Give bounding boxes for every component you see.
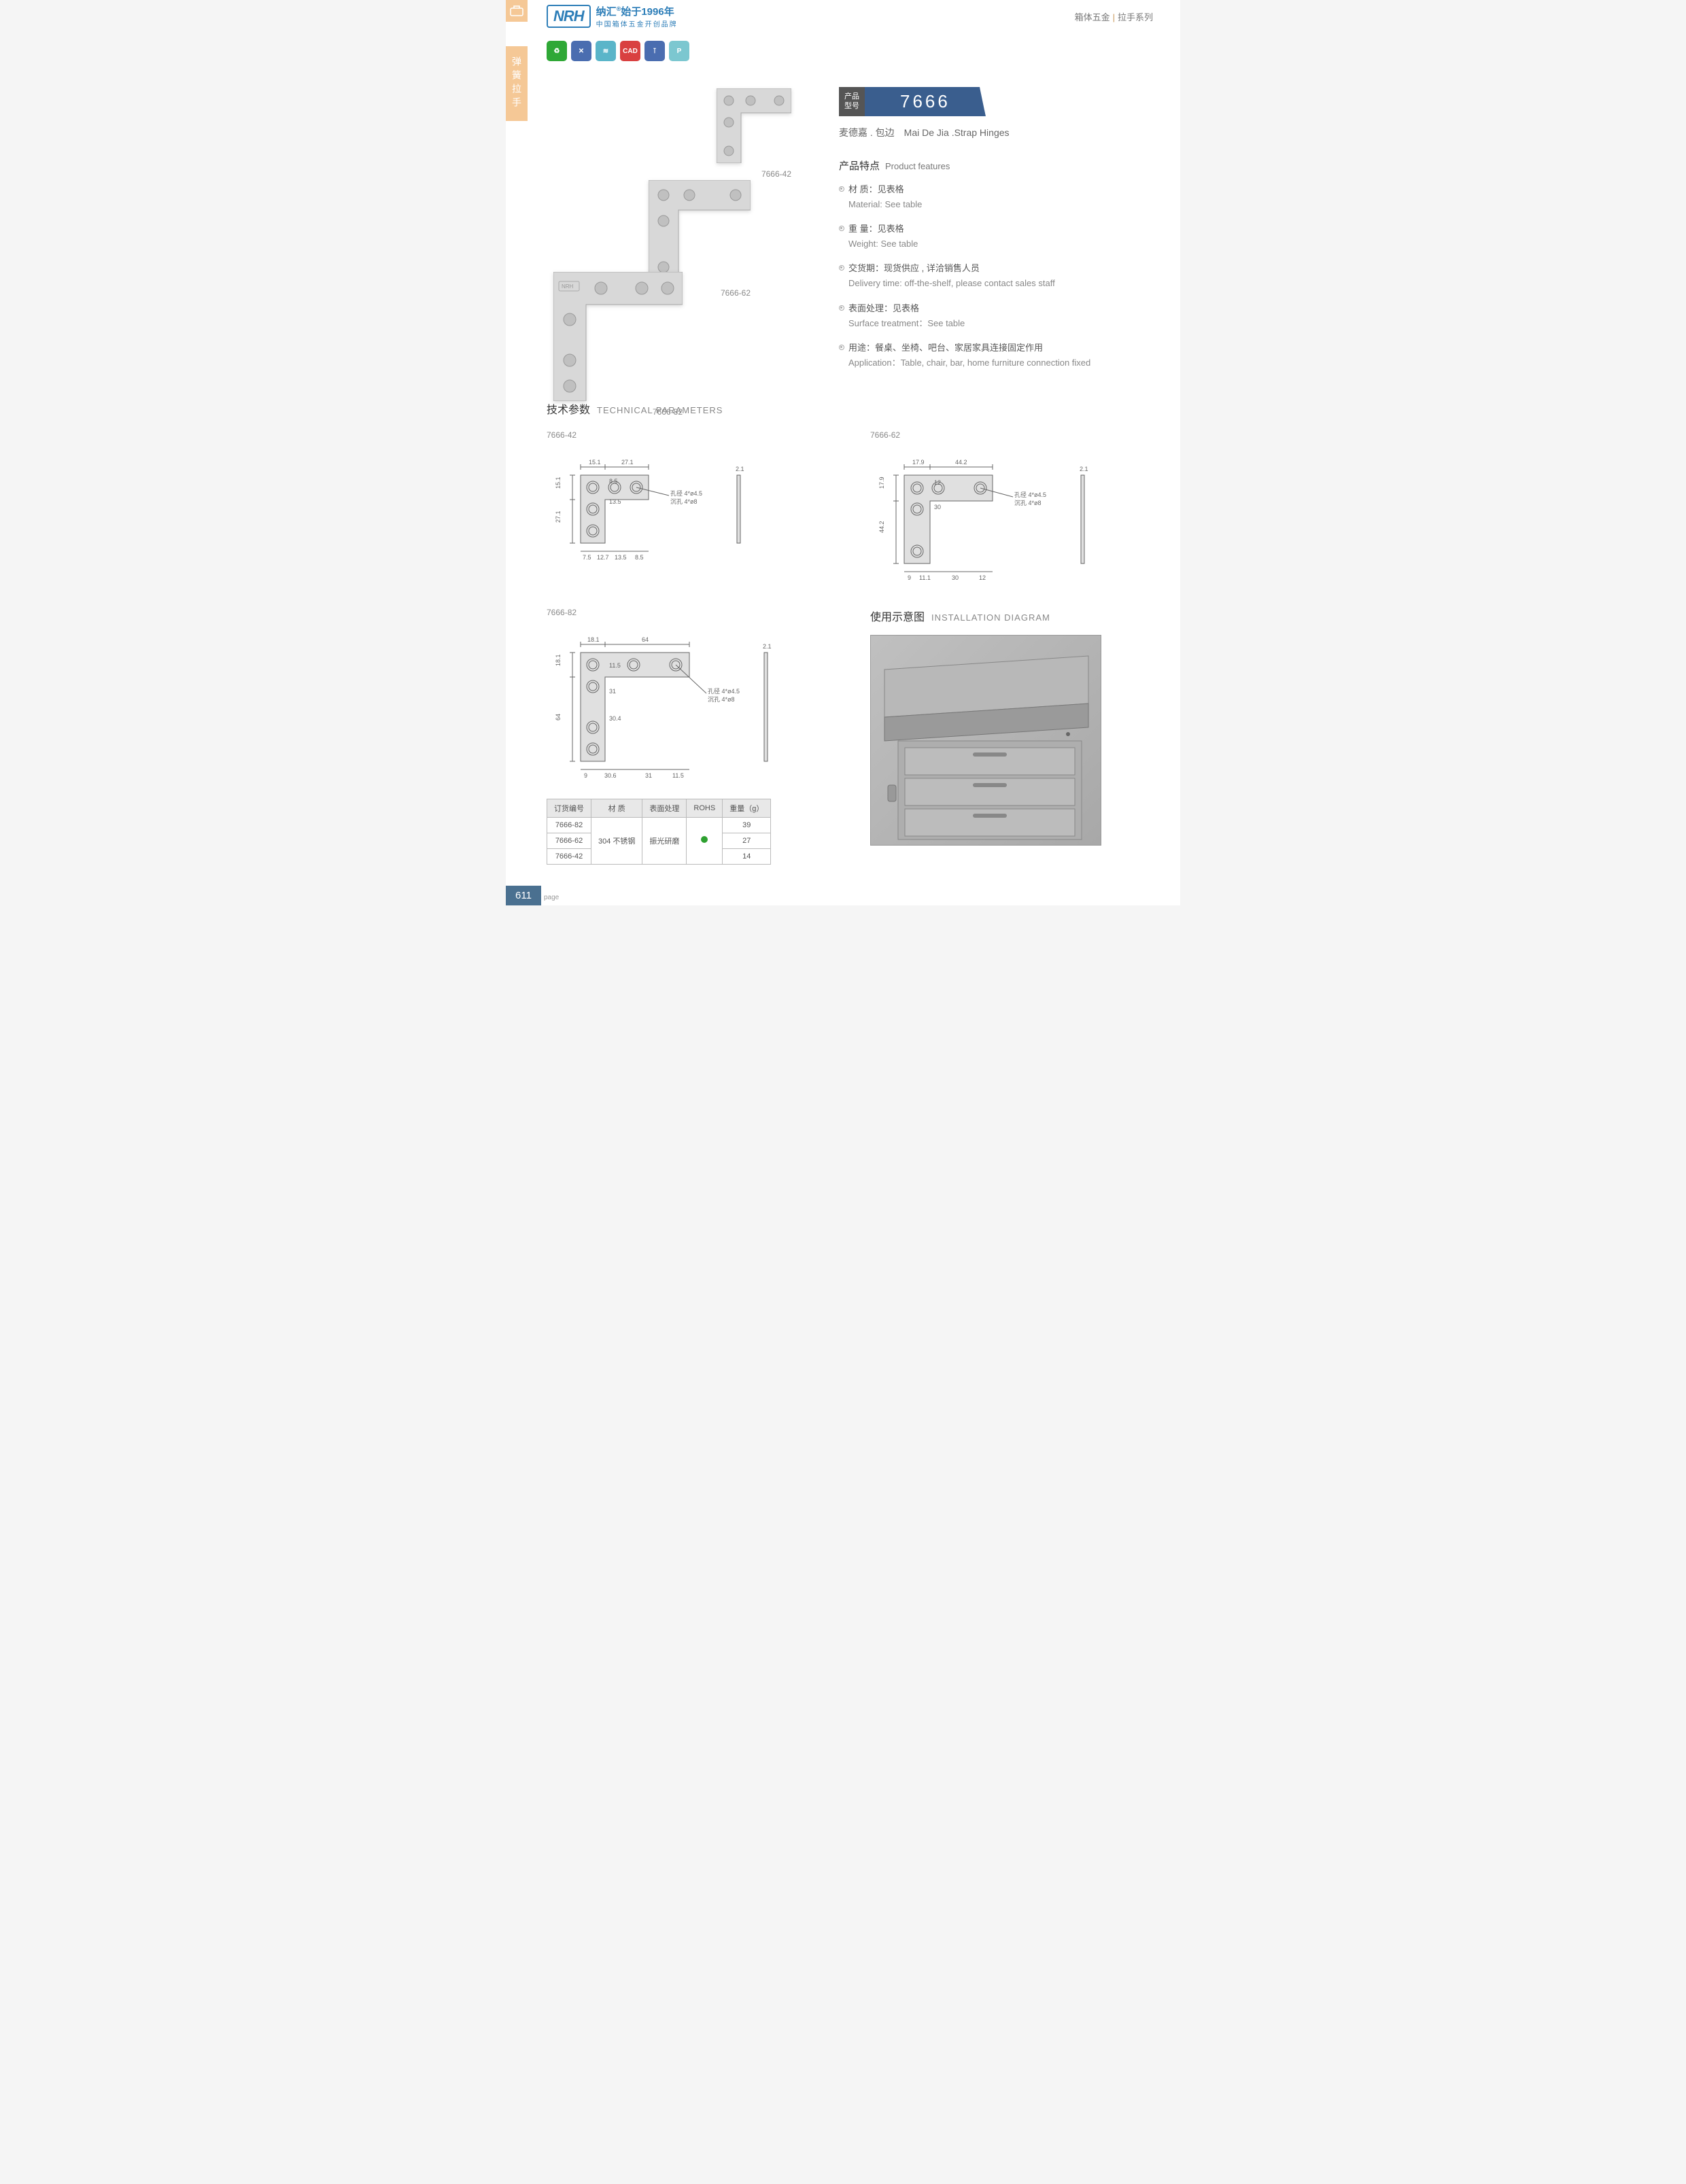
svg-text:27.1: 27.1: [555, 510, 562, 523]
svg-text:18.1: 18.1: [587, 636, 600, 643]
svg-text:11.5: 11.5: [672, 772, 684, 779]
installation-diagram-section: 使用示意图INSTALLATION DIAGRAM: [870, 608, 1153, 865]
nrh-logo: NRH: [547, 5, 591, 28]
feature-icon: ♻: [547, 41, 567, 61]
svg-text:17.9: 17.9: [878, 476, 885, 489]
variant-label-42: 7666-42: [717, 169, 791, 179]
svg-text:30.4: 30.4: [609, 715, 621, 722]
feature-icon: ✕: [571, 41, 591, 61]
svg-text:31: 31: [645, 772, 652, 779]
brand-line: 纳汇®始于1996年: [596, 4, 678, 18]
svg-text:沉孔 4*ø8: 沉孔 4*ø8: [670, 498, 698, 505]
diagram-7666-62: 7666-62 17.944.2 44.2 17.9 1230 911: [870, 430, 1153, 587]
catalog-page: 弹簧拉手 NRH 纳汇®始于1996年 中国箱体五金开创品牌 箱体五金|拉手系列…: [506, 0, 1180, 905]
feature-item: 用途：餐桌、坐椅、吧台、家居家具连接固定作用Application：Table,…: [839, 341, 1153, 370]
svg-text:12: 12: [934, 479, 941, 486]
logo-block: NRH 纳汇®始于1996年 中国箱体五金开创品牌: [547, 4, 678, 29]
feature-item: 材 质：见表格Material: See table: [839, 182, 1153, 212]
svg-text:44.2: 44.2: [878, 521, 885, 533]
feature-icons-row: ♻✕≋CAD⊺P: [547, 41, 1153, 61]
svg-text:NRH: NRH: [562, 283, 574, 290]
variant-label-82: 7666-82: [553, 407, 683, 417]
svg-text:孔径 4*ø4.5: 孔径 4*ø4.5: [708, 687, 740, 695]
features-heading: 产品特点Product features: [839, 158, 1153, 173]
svg-text:8.5: 8.5: [609, 478, 618, 485]
feature-icon: P: [669, 41, 689, 61]
header-category: 箱体五金|拉手系列: [1075, 10, 1153, 23]
svg-text:30.6: 30.6: [604, 772, 617, 779]
feature-item: 表面处理：见表格Surface treatment：See table: [839, 301, 1153, 331]
svg-text:沉孔 4*ø8: 沉孔 4*ø8: [708, 696, 735, 703]
svg-text:9: 9: [908, 574, 911, 581]
page-header: NRH 纳汇®始于1996年 中国箱体五金开创品牌 箱体五金|拉手系列: [547, 0, 1153, 29]
svg-text:64: 64: [642, 636, 649, 643]
svg-text:17.9: 17.9: [912, 459, 925, 466]
svg-text:11.5: 11.5: [609, 662, 621, 669]
model-number: 7666: [865, 87, 986, 116]
svg-text:31: 31: [609, 688, 616, 695]
model-badge: 产品型号 7666: [839, 87, 1153, 116]
svg-text:13.5: 13.5: [609, 498, 621, 505]
svg-text:44.2: 44.2: [955, 459, 967, 466]
svg-text:11.1: 11.1: [919, 574, 931, 581]
product-info: 产品型号 7666 麦德嘉 . 包边 Mai De Jia .Strap Hin…: [839, 82, 1153, 380]
feature-item: 交货期：现货供应 , 详洽销售人员Delivery time: off-the-…: [839, 261, 1153, 291]
brand-slogan: 中国箱体五金开创品牌: [596, 18, 678, 29]
feature-icon: ≋: [596, 41, 616, 61]
svg-text:64: 64: [555, 714, 562, 721]
page-number: 611: [506, 886, 541, 905]
svg-text:27.1: 27.1: [621, 459, 634, 466]
svg-text:沉孔 4*ø8: 沉孔 4*ø8: [1014, 500, 1042, 506]
svg-text:15.1: 15.1: [589, 459, 601, 466]
side-icon-box: [506, 0, 528, 22]
svg-text:7.5: 7.5: [583, 554, 591, 561]
feature-icon: CAD: [620, 41, 640, 61]
svg-text:9: 9: [584, 772, 587, 779]
svg-text:15.1: 15.1: [555, 476, 562, 489]
feature-item: 重 量：见表格Weight: See table: [839, 222, 1153, 252]
features-list: 材 质：见表格Material: See table 重 量：见表格Weight:…: [839, 182, 1153, 370]
diagram-7666-42: 7666-42 15.127.1 27.1 15.1: [547, 430, 829, 587]
svg-text:8.5: 8.5: [635, 554, 644, 561]
svg-text:2.1: 2.1: [763, 643, 772, 650]
product-renders: 7666-42 7666-62 NRH 7666-82: [547, 82, 819, 353]
svg-text:孔径 4*ø4.5: 孔径 4*ø4.5: [1014, 491, 1046, 498]
table-row: 7666-82304 不锈钢振光研磨39: [547, 817, 771, 833]
installation-photo: [870, 635, 1101, 846]
diagram-7666-82: 7666-82 18.164 64 18.1 11.53130.4: [547, 608, 829, 865]
svg-text:2.1: 2.1: [736, 466, 744, 472]
spec-table: 订货编号材 质表面处理ROHS重量（g）7666-82304 不锈钢振光研磨39…: [547, 799, 829, 865]
svg-text:孔径 4*ø4.5: 孔径 4*ø4.5: [670, 489, 702, 497]
svg-text:30: 30: [934, 504, 941, 510]
svg-text:13.5: 13.5: [615, 554, 627, 561]
svg-text:12.7: 12.7: [597, 554, 609, 561]
product-name: 麦德嘉 . 包边 Mai De Jia .Strap Hinges: [839, 126, 1153, 139]
svg-text:2.1: 2.1: [1080, 466, 1088, 472]
svg-text:18.1: 18.1: [555, 654, 562, 666]
page-label: page: [544, 894, 559, 901]
svg-text:30: 30: [952, 574, 959, 581]
svg-text:12: 12: [979, 574, 986, 581]
feature-icon: ⊺: [644, 41, 665, 61]
side-category-tab: 弹簧拉手: [506, 46, 528, 121]
